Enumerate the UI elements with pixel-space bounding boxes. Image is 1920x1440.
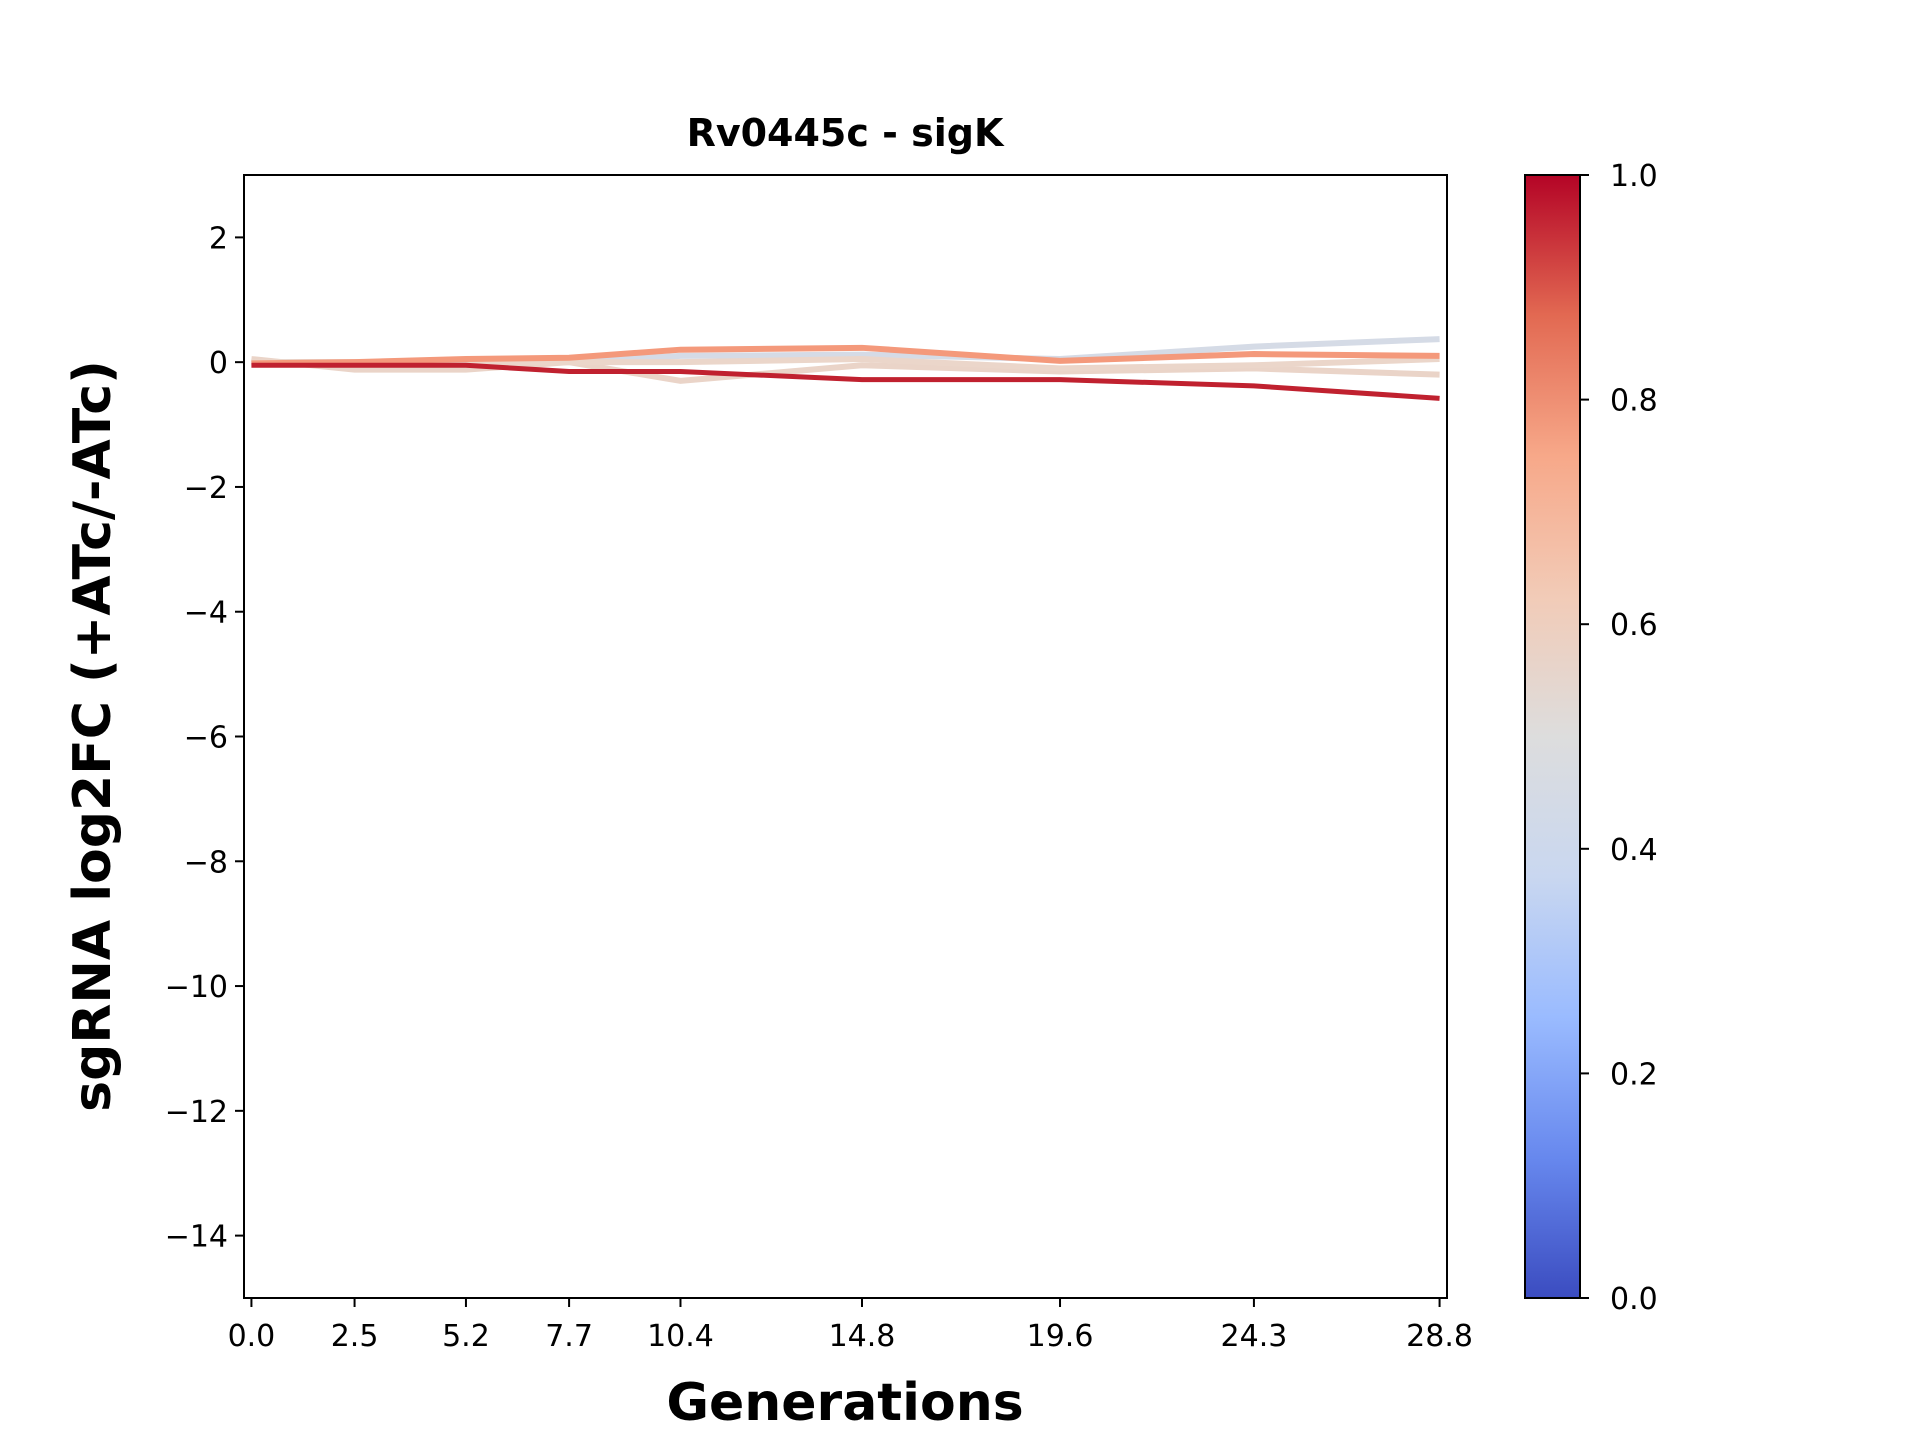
colorbar-tick-label: 0.8 <box>1610 384 1658 419</box>
series-layer <box>251 336 1440 401</box>
x-axis: 0.0 2.5 5.2 7.7 10.4 14.8 19.6 24.3 28.8 <box>228 1298 1473 1354</box>
colorbar-tick-label: 0.4 <box>1610 833 1658 868</box>
y-tick-label: −8 <box>184 845 228 880</box>
x-axis-label: Generations <box>666 1373 1023 1433</box>
y-tick-label: −14 <box>165 1220 228 1255</box>
y-axis: 2 0 −2 −4 −6 −8 −10 −12 −14 <box>165 221 244 1255</box>
y-tick-label: 0 <box>209 346 228 381</box>
x-tick-label: 10.4 <box>647 1319 714 1354</box>
chart-title: Rv0445c - sigK <box>687 111 1005 155</box>
colorbar-axis: 0.0 0.2 0.4 0.6 0.8 1.0 <box>1580 159 1658 1317</box>
colorbar-tick-label: 0.6 <box>1610 608 1658 643</box>
x-tick-label: 7.7 <box>545 1319 593 1354</box>
colorbar-tick-label: 1.0 <box>1610 159 1658 194</box>
x-tick-label: 24.3 <box>1221 1319 1288 1354</box>
y-tick-label: −4 <box>184 596 228 631</box>
x-tick-label: 0.0 <box>228 1319 276 1354</box>
colorbar-tick-label: 0.2 <box>1610 1057 1658 1092</box>
x-tick-label: 5.2 <box>442 1319 490 1354</box>
x-tick-label: 2.5 <box>331 1319 379 1354</box>
x-tick-label: 28.8 <box>1406 1319 1473 1354</box>
series-line-3 <box>251 344 1440 367</box>
y-tick-label: −6 <box>184 721 228 756</box>
series-line-1 <box>251 356 1440 384</box>
y-tick-label: 2 <box>209 221 228 256</box>
series-line-4 <box>251 362 1440 401</box>
colorbar-tick-label: 0.0 <box>1610 1282 1658 1317</box>
x-tick-label: 19.6 <box>1027 1319 1094 1354</box>
colorbar <box>1524 174 1581 1299</box>
x-tick-label: 14.8 <box>829 1319 896 1354</box>
y-tick-label: −10 <box>165 970 228 1005</box>
y-tick-label: −2 <box>184 471 228 506</box>
y-tick-label: −12 <box>165 1095 228 1130</box>
y-axis-label: sgRNA log2FC (+ATc/-ATc) <box>63 360 123 1112</box>
